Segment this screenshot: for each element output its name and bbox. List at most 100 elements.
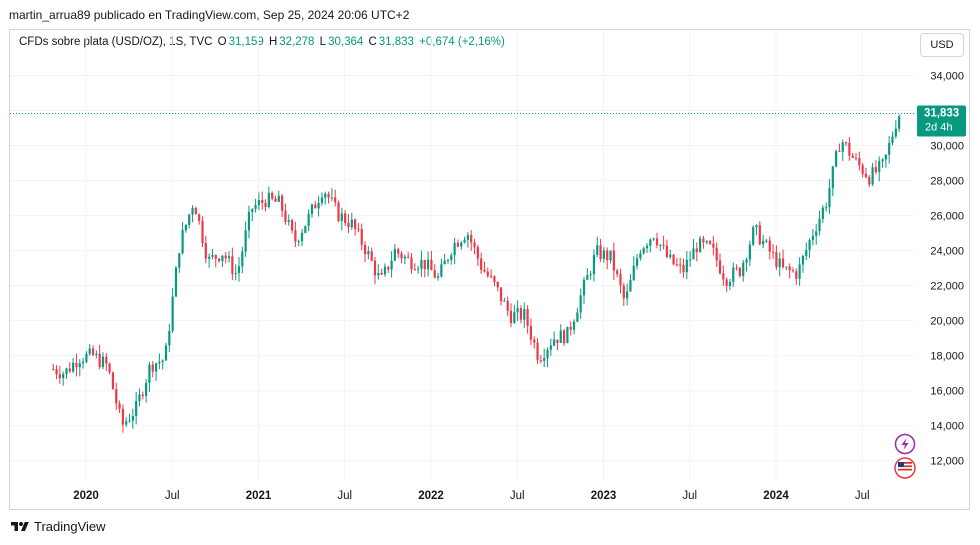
- candle-body: [191, 208, 194, 215]
- candle-body: [844, 142, 848, 144]
- candle-body: [645, 245, 649, 249]
- candle-body: [135, 401, 138, 417]
- candle-body: [380, 272, 383, 275]
- candle-body: [320, 197, 324, 203]
- candle-body: [559, 330, 562, 343]
- candle-body: [360, 228, 363, 245]
- candle-body: [586, 274, 589, 280]
- candle-body: [526, 309, 529, 327]
- candle-body: [198, 214, 201, 221]
- candle-body: [470, 235, 473, 243]
- candle-body: [735, 267, 738, 269]
- candle-body: [582, 279, 586, 296]
- candle-body: [755, 225, 758, 228]
- candle-body: [211, 255, 214, 257]
- candle-body: [801, 255, 805, 265]
- symbol-title[interactable]: CFDs sobre plata (USD/OZ), 1S, TVC: [19, 36, 213, 48]
- candle-body: [58, 374, 61, 379]
- candle-body: [725, 279, 728, 286]
- candle-body: [665, 245, 669, 258]
- flag-canton: [898, 462, 904, 467]
- candle-body: [835, 151, 838, 167]
- candle-body: [95, 353, 98, 355]
- candle-body: [861, 165, 864, 174]
- candle-body: [894, 128, 897, 137]
- candle-body: [231, 256, 234, 274]
- candle-body: [181, 230, 184, 254]
- candle-body: [728, 282, 732, 286]
- candle-body: [785, 266, 788, 268]
- candle-body: [161, 360, 164, 362]
- candle-body: [639, 253, 642, 259]
- candle-body: [765, 240, 768, 242]
- candle-body: [715, 247, 718, 261]
- candle-body: [493, 276, 496, 282]
- y-tick-label: 12,000: [930, 456, 964, 468]
- candle-body: [267, 192, 270, 207]
- candle-body: [72, 362, 75, 372]
- candle-body: [788, 266, 791, 271]
- footer-brand[interactable]: TradingView: [10, 519, 106, 534]
- events-icons: [894, 433, 916, 479]
- candle-body: [682, 265, 685, 273]
- candle-body: [75, 362, 78, 368]
- candle-body: [436, 276, 440, 278]
- price-tag-value: 31,833: [924, 107, 959, 119]
- candle-body: [841, 142, 844, 152]
- close-label: C: [368, 36, 377, 48]
- candle-body: [446, 259, 450, 261]
- candle-body: [168, 330, 171, 346]
- close-value: 31,833: [378, 36, 414, 48]
- candle-body: [247, 211, 251, 231]
- symbol-legend[interactable]: CFDs sobre plata (USD/OZ), 1S, TVC O 31,1…: [19, 36, 507, 48]
- candle-body: [91, 348, 95, 355]
- candle-body: [370, 251, 373, 261]
- candle-body: [509, 310, 513, 324]
- tradingview-logo-icon: [11, 521, 29, 531]
- candle-body: [327, 193, 330, 198]
- candle-body: [609, 250, 612, 261]
- flag-stripe: [898, 465, 912, 468]
- candle-body: [440, 264, 443, 277]
- candle-body: [314, 204, 317, 209]
- candle-body: [831, 166, 834, 189]
- candle-body: [257, 200, 260, 206]
- candle-body: [652, 238, 655, 240]
- candle-body: [589, 274, 592, 276]
- x-tick-label: Jul: [682, 490, 697, 502]
- y-tick-label: 20,000: [930, 316, 964, 328]
- candle-body: [105, 356, 108, 364]
- candle-body: [629, 279, 632, 292]
- candle-body: [227, 256, 231, 259]
- candle-body: [695, 248, 698, 253]
- candle-body: [204, 243, 207, 259]
- candle-body: [52, 369, 55, 371]
- candle-body: [387, 266, 390, 270]
- chart-frame: [9, 29, 970, 510]
- candle-body: [350, 219, 353, 228]
- currency-button[interactable]: USD: [920, 33, 964, 57]
- candle-body: [576, 312, 579, 322]
- x-tick-label: 2021: [246, 490, 272, 502]
- candle-body: [407, 256, 410, 258]
- candle-body: [675, 264, 678, 266]
- publisher-line: martin_arrua89 publicado en TradingView.…: [9, 8, 410, 22]
- candle-body: [503, 300, 506, 302]
- candle-body: [420, 259, 423, 269]
- candle-body: [158, 361, 161, 364]
- candle-body: [148, 364, 151, 383]
- candle-body: [546, 349, 549, 359]
- candle-body: [871, 167, 874, 185]
- time-axis: 2020 Jul 2021 Jul 2022 Jul 2023 Jul 2024 Jul: [73, 490, 869, 502]
- candle-body: [111, 372, 115, 390]
- candle-body: [519, 308, 523, 320]
- x-tick-label: 2020: [73, 490, 99, 502]
- candle-body: [499, 287, 503, 302]
- candle-body: [145, 382, 148, 396]
- candle-body: [340, 213, 343, 222]
- candle-body: [125, 421, 128, 425]
- candle-body: [307, 213, 310, 226]
- candle-body: [330, 197, 333, 199]
- candle-body: [214, 255, 217, 259]
